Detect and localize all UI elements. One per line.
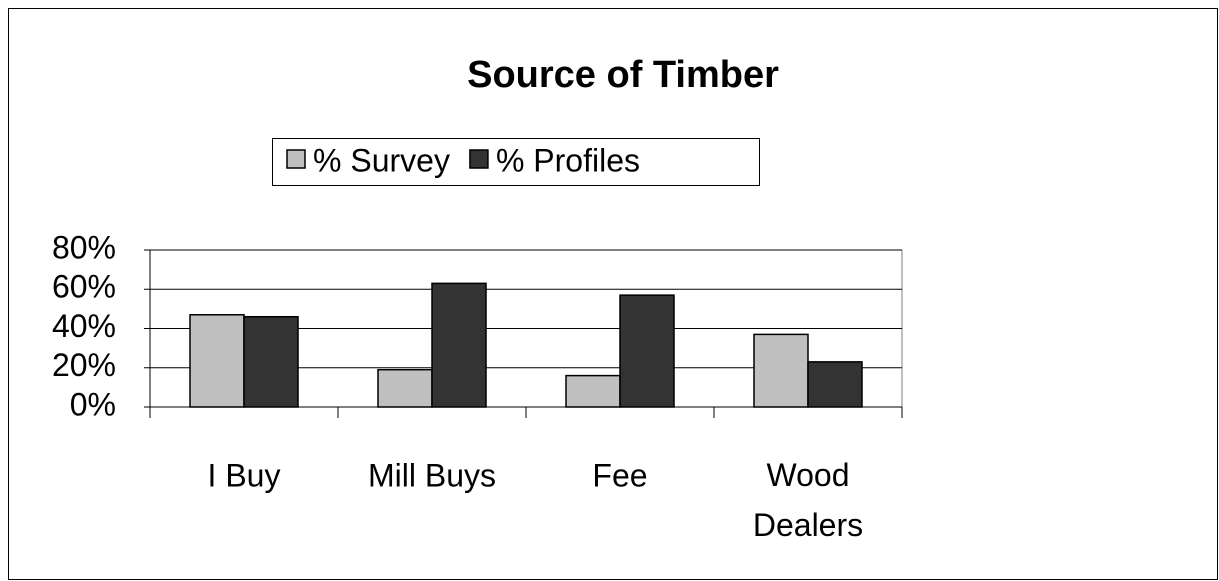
- legend-box: [272, 138, 760, 186]
- y-tick-label: 40%: [52, 308, 116, 344]
- legend-swatch: [469, 149, 489, 169]
- y-tick-label: 80%: [52, 229, 116, 265]
- bar: [189, 314, 245, 408]
- chart-title: Source of Timber: [467, 54, 779, 96]
- bar: [565, 374, 621, 408]
- y-tick-label: 0%: [70, 386, 116, 422]
- bar: [753, 333, 809, 408]
- bar: [243, 315, 299, 408]
- bar: [619, 294, 675, 408]
- bar: [431, 282, 487, 408]
- legend-swatch: [286, 149, 306, 169]
- x-tick-label: Mill Buys: [368, 457, 496, 493]
- bar: [807, 361, 863, 408]
- y-tick-label: 20%: [52, 347, 116, 383]
- legend-label: % Profiles: [496, 142, 640, 178]
- x-tick-label: I Buy: [208, 457, 281, 493]
- y-tick-label: 60%: [52, 269, 116, 305]
- x-tick-label: Fee: [592, 457, 647, 493]
- bar: [377, 368, 433, 408]
- x-tick-label: Wood Dealers: [753, 457, 863, 543]
- legend-label: % Survey: [313, 142, 450, 178]
